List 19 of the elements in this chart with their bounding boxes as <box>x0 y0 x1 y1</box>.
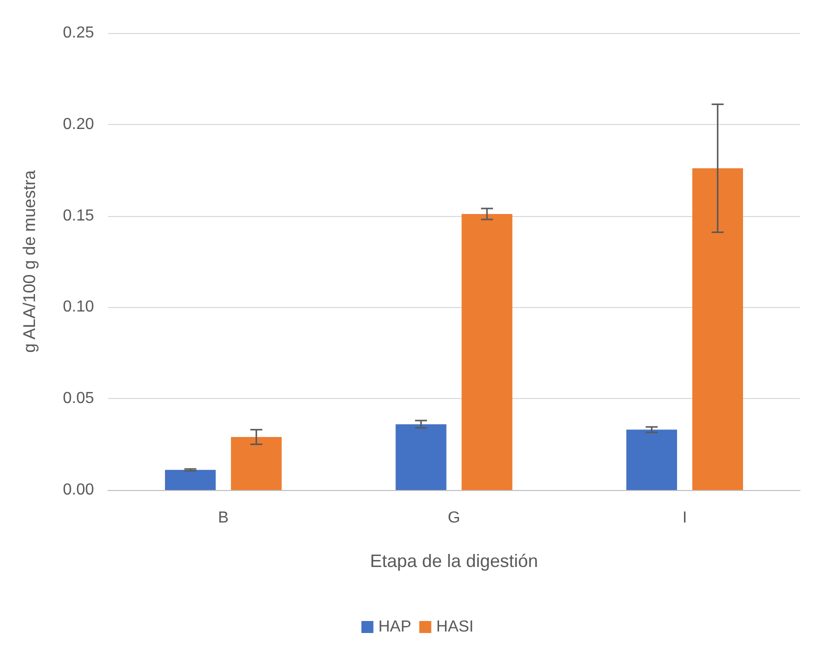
y-tick-label: 0.05 <box>62 390 94 408</box>
y-tick-label: 0.00 <box>62 482 94 498</box>
bar <box>462 214 512 490</box>
x-axis-title: Etapa de la digestión <box>370 551 538 571</box>
bar <box>626 430 678 490</box>
y-tick-label: 0.20 <box>62 116 94 133</box>
legend-label: HASI <box>436 618 474 636</box>
x-tick-label: G <box>448 510 460 526</box>
bar <box>164 470 216 490</box>
bar <box>692 168 744 490</box>
x-tick-label: B <box>218 510 229 526</box>
y-tick-label: 0.25 <box>62 24 94 42</box>
bar <box>396 424 446 490</box>
legend-label: HAP <box>378 618 412 636</box>
y-tick-label: 0.10 <box>62 298 94 316</box>
x-tick-label: I <box>682 510 687 526</box>
bar <box>230 436 282 490</box>
y-tick-label: 0.15 <box>62 207 94 224</box>
y-axis-title: g ALA/100 g de muestra <box>20 170 39 353</box>
